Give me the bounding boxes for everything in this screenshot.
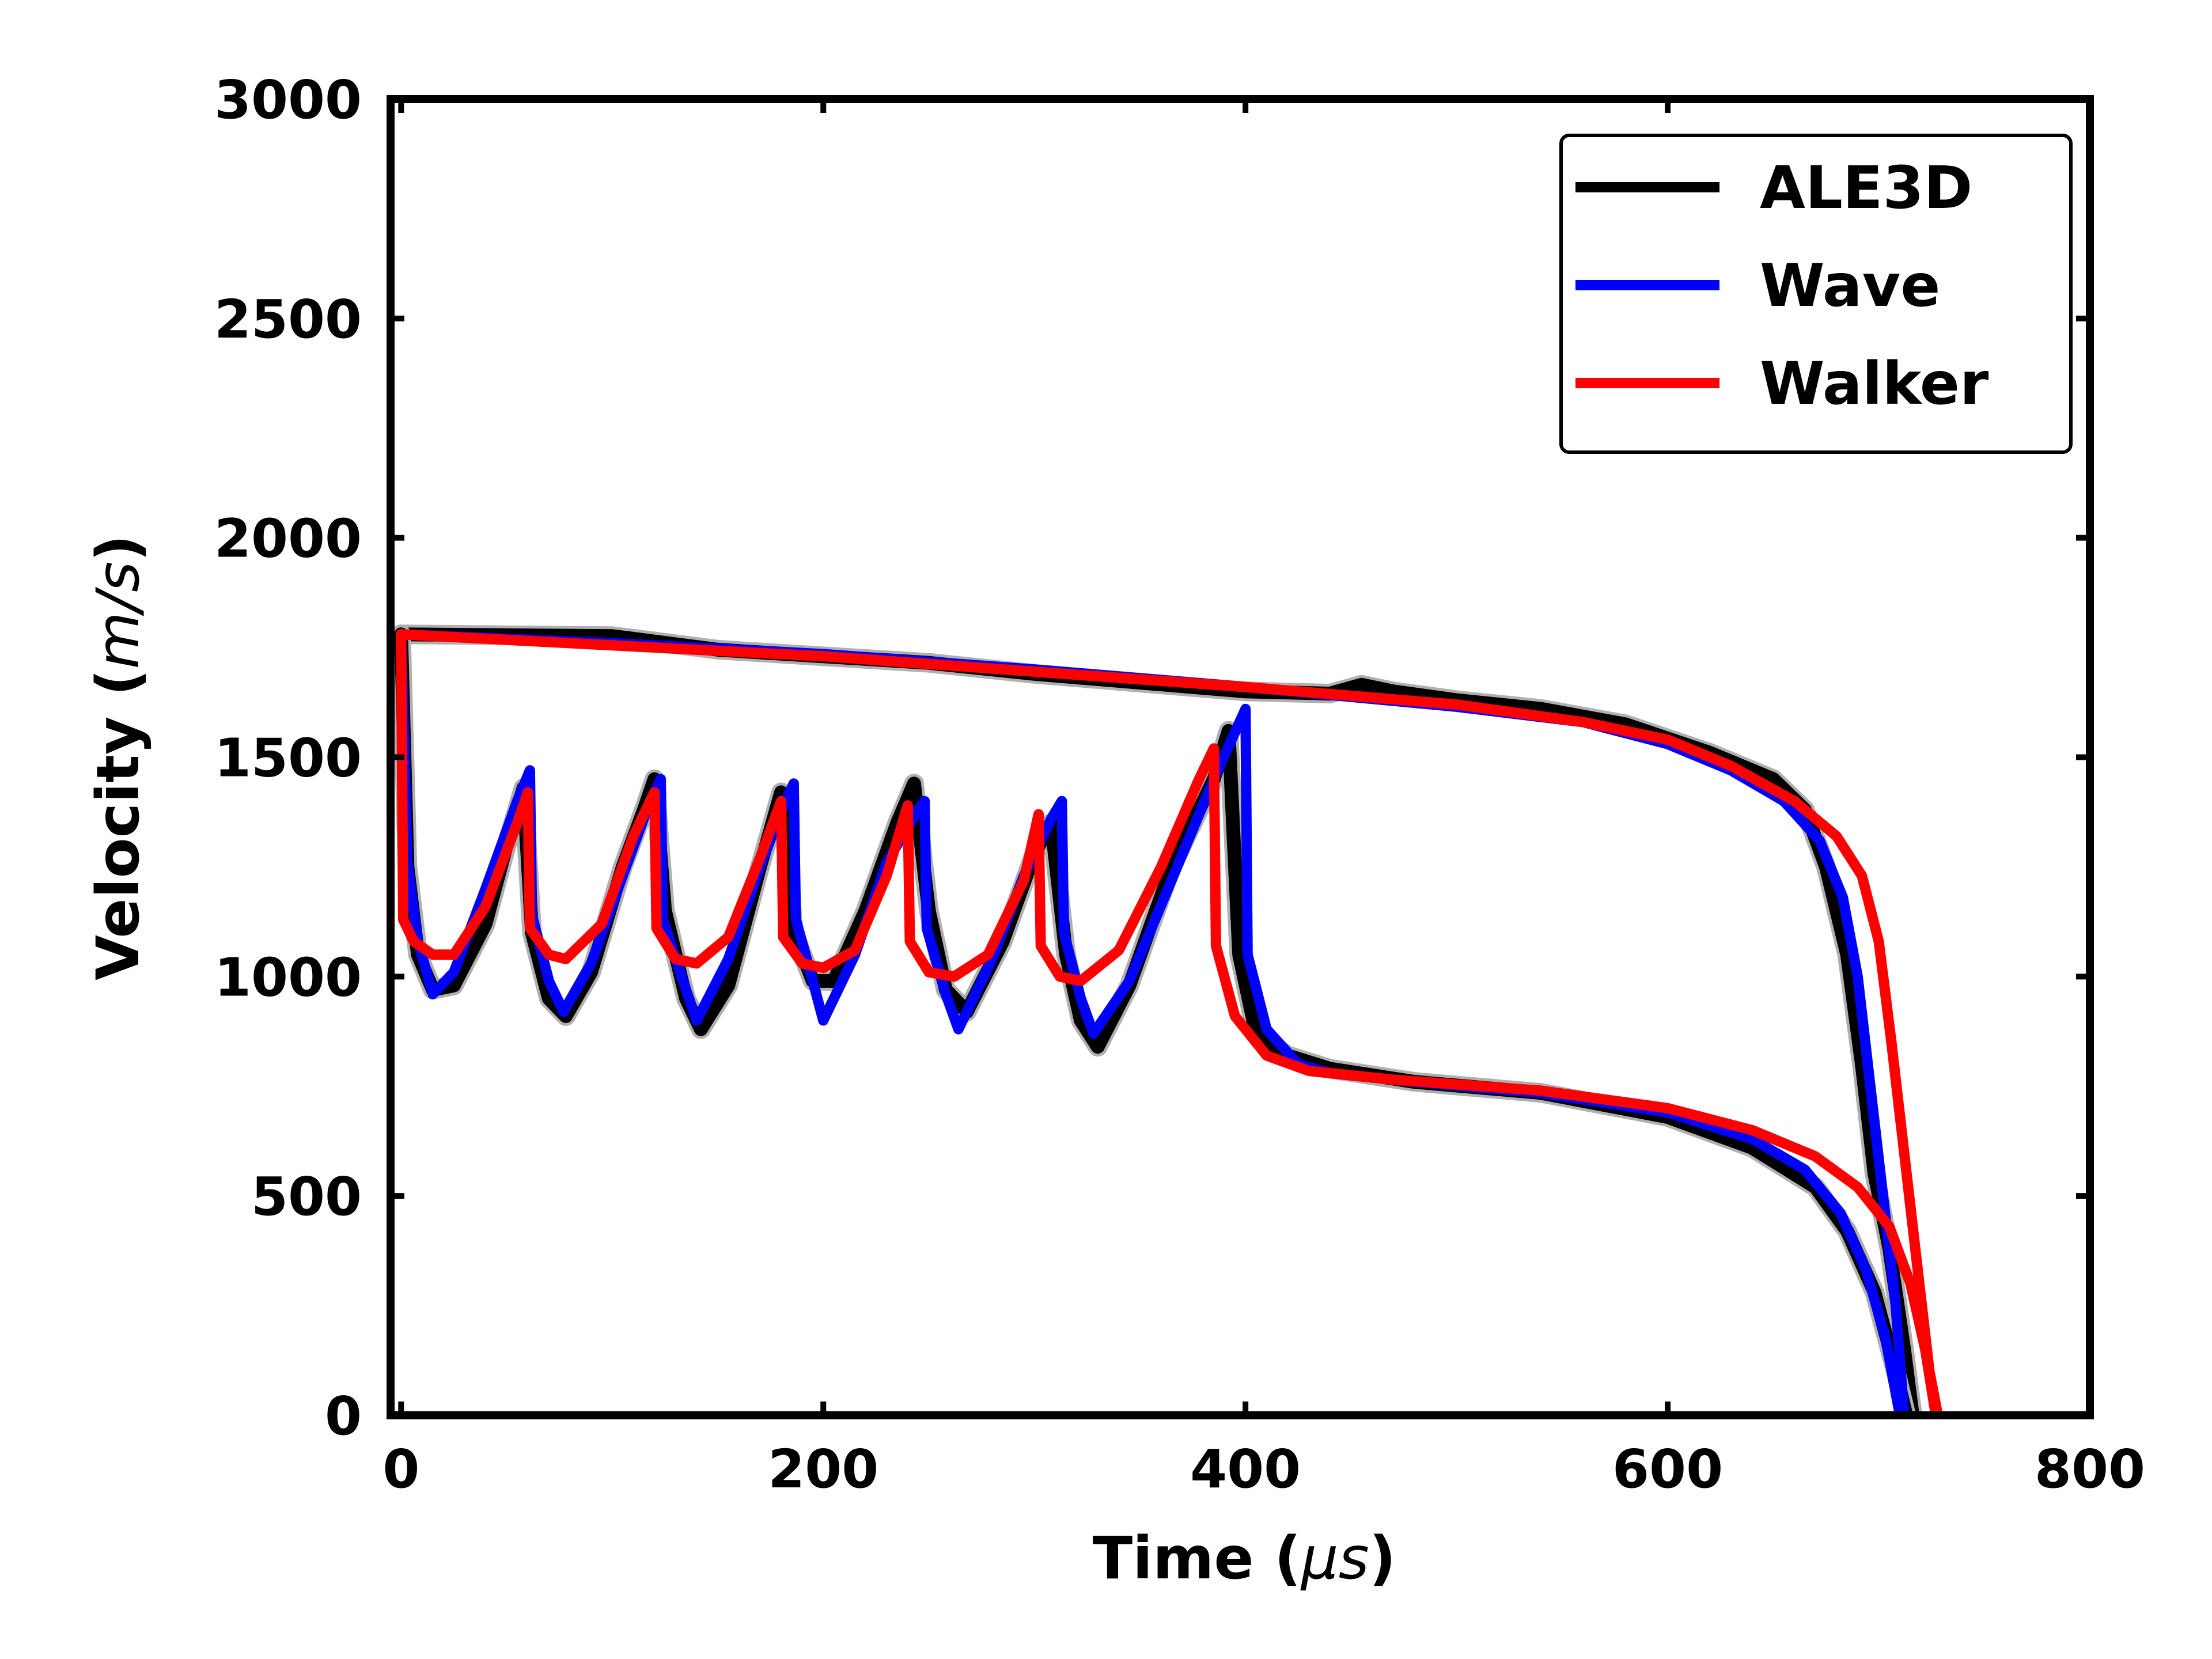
y-tick-label-1000: 1000 [214,946,362,1008]
x-tick-label-0: 0 [382,1438,419,1500]
legend: ALE3D Wave Walker [1559,134,2073,454]
legend-label-ale3d: ALE3D [1760,154,1972,222]
x-tick-label-400: 400 [1190,1438,1301,1500]
y-tick-label-500: 500 [251,1166,362,1228]
x-tick-label-800: 800 [2035,1438,2145,1500]
legend-label-walker: Walker [1760,350,1988,418]
x-tick-label-600: 600 [1612,1438,1723,1500]
legend-box [1559,134,2073,454]
x-axis-label: Time (μs) [1093,1524,1396,1593]
y-tick-label-0: 0 [325,1385,362,1447]
series-walker-line-0 [396,629,1944,1415]
plot-area [391,624,1944,1415]
y-tick-label-1500: 1500 [214,728,362,789]
y-tick-label-2500: 2500 [214,289,362,350]
y-tick-label-3000: 3000 [214,69,362,131]
y-axis-label: Velocity (m/s) [84,535,153,980]
x-tick-label-200: 200 [768,1438,878,1500]
legend-label-wave: Wave [1760,252,1940,320]
series-layer [391,624,1944,1415]
ticks-layer: 0 200 400 600 800 0 500 1000 1500 2000 2500 3000 [214,69,2145,1500]
y-tick-label-2000: 2000 [214,508,362,570]
series-walker-line-1 [396,629,1941,1415]
